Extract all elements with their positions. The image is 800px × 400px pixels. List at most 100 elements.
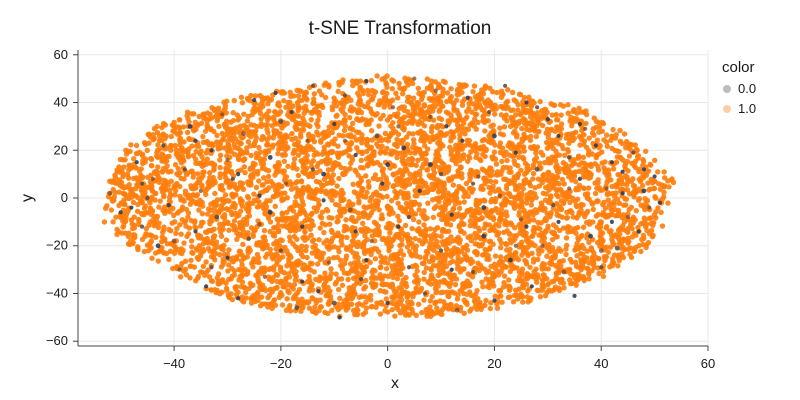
series-1.0-point [314, 261, 321, 267]
series-1.0-point [424, 215, 430, 221]
series-1.0-point [156, 248, 162, 255]
series-1.0-point [431, 281, 438, 287]
series-1.0-point [384, 309, 391, 315]
series-1.0-point [217, 229, 224, 235]
series-1.0-point [374, 141, 380, 147]
series-1.0-point [200, 111, 206, 118]
series-1.0-point [347, 107, 353, 113]
series-1.0-point [182, 191, 189, 197]
series-1.0-point [426, 311, 433, 318]
series-1.0-point [177, 274, 184, 280]
series-1.0-point [578, 136, 585, 143]
series-1.0-point [187, 275, 193, 281]
series-1.0-point [309, 295, 316, 302]
series-1.0-point [342, 165, 348, 172]
series-1.0-point [139, 151, 146, 157]
series-1.0-point [522, 160, 529, 167]
series-1.0-point [279, 197, 285, 204]
series-1.0-point [626, 238, 632, 245]
series-1.0-point [393, 190, 399, 197]
series-1.0-point [456, 224, 462, 230]
series-1.0-point [641, 215, 648, 221]
series-1.0-point [356, 215, 362, 221]
series-1.0-point [363, 305, 370, 311]
series-1.0-point [318, 139, 324, 145]
series-1.0-point [322, 94, 329, 101]
series-1.0-point [379, 215, 386, 222]
series-1.0-point [222, 192, 229, 198]
series-1.0-point [410, 137, 417, 143]
series-1.0-point [555, 270, 561, 276]
series-1.0-point [155, 142, 161, 148]
series-1.0-point [573, 185, 580, 192]
series-1.0-point [602, 159, 608, 165]
series-1.0-point [453, 276, 460, 282]
series-1.0-point [370, 267, 376, 273]
series-1.0-point [268, 178, 274, 185]
series-1.0-point [334, 150, 340, 156]
series-1.0-point [454, 246, 461, 253]
series-1.0-point [333, 103, 340, 109]
series-1.0-point [373, 221, 379, 227]
series-1.0-point [135, 178, 141, 185]
series-1.0-point [521, 131, 527, 137]
series-1.0-point [190, 174, 196, 180]
series-1.0-point [193, 246, 200, 252]
series-1.0-point [615, 171, 621, 178]
series-1.0-point [494, 305, 501, 312]
series-1.0-point [499, 91, 505, 97]
series-1.0-point [452, 191, 458, 198]
series-1.0-point [488, 199, 494, 205]
series-1.0-point [120, 173, 126, 180]
series-1.0-point [421, 208, 427, 214]
series-1.0-point [437, 279, 443, 285]
series-1.0-point [545, 223, 551, 229]
series-1.0-point [340, 300, 347, 307]
series-1.0-point [444, 90, 451, 96]
series-1.0-point [415, 157, 421, 164]
series-1.0-point [350, 307, 357, 314]
series-1.0-point [380, 89, 387, 95]
series-1.0-point [338, 151, 345, 157]
series-1.0-point [633, 207, 639, 214]
series-1.0-point [388, 123, 394, 129]
series-1.0-point [405, 190, 411, 196]
series-1.0-point [464, 257, 470, 263]
series-1.0-point [527, 137, 534, 144]
series-1.0-point [350, 120, 356, 127]
series-1.0-point [439, 209, 446, 215]
series-1.0-point [298, 88, 304, 95]
series-1.0-point [464, 247, 471, 253]
series-1.0-point [356, 301, 362, 307]
series-1.0-point [436, 267, 442, 273]
series-1.0-point [437, 98, 444, 105]
series-1.0-point [645, 168, 652, 174]
series-1.0-point [534, 287, 541, 294]
series-1.0-point [553, 187, 560, 193]
series-1.0-point [231, 142, 237, 148]
series-1.0-point [508, 114, 514, 121]
series-1.0-point [328, 266, 334, 272]
series-1.0-point [272, 172, 278, 178]
series-1.0-point [453, 97, 460, 103]
series-1.0-point [554, 248, 560, 254]
series-1.0-point [318, 188, 324, 195]
series-1.0-point [497, 140, 504, 146]
series-1.0-point [382, 136, 389, 143]
series-1.0-point [446, 270, 453, 276]
series-1.0-point [521, 178, 527, 184]
series-1.0-point [287, 89, 293, 96]
series-1.0-point [294, 202, 301, 208]
series-1.0-point [172, 142, 178, 149]
series-1.0-point [582, 254, 588, 260]
series-1.0-point [439, 228, 446, 235]
series-1.0-point [262, 122, 269, 128]
series-1.0-point [225, 268, 231, 274]
series-1.0-point [448, 148, 455, 155]
series-1.0-point [532, 128, 538, 134]
series-1.0-point [231, 218, 238, 224]
series-1.0-point [471, 213, 477, 219]
series-1.0-point [437, 107, 443, 113]
series-1.0-point [168, 133, 174, 140]
series-1.0-point [476, 228, 483, 234]
